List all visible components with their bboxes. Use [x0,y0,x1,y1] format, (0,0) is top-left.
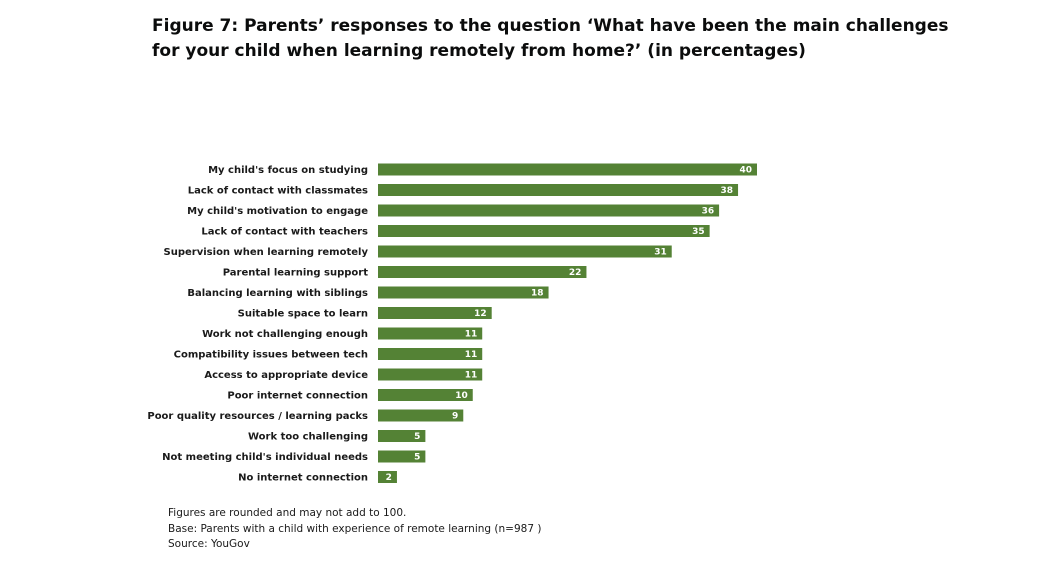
category-label: Access to appropriate device [204,370,368,381]
note-source: Source: YouGov [168,538,250,550]
category-label: Parental learning support [223,268,368,279]
value-label: 22 [569,268,582,278]
category-label: Work too challenging [248,432,368,443]
note-base: Base: Parents with a child with experien… [168,522,542,535]
value-label: 36 [702,207,715,217]
category-label: Poor quality resources / learning packs [147,411,368,422]
category-label: Compatibility issues between tech [174,350,368,361]
category-label: Suitable space to learn [238,309,368,320]
note-rounding: Figures are rounded and may not add to 1… [168,507,407,519]
category-label: Lack of contact with classmates [188,186,368,197]
value-label: 2 [386,473,392,483]
value-label: 5 [414,453,420,463]
bar [378,184,739,196]
category-label: My child's focus on studying [208,165,368,176]
bar [378,204,720,217]
value-label: 10 [455,391,468,401]
bar [378,430,426,442]
value-label: 35 [692,227,705,237]
category-label: Supervision when learning remotely [164,247,369,258]
value-label: 11 [465,350,478,360]
bar [378,266,587,278]
bar [378,327,483,340]
category-label: Not meeting child's individual needs [162,452,368,463]
value-label: 9 [452,412,458,422]
value-label: 38 [721,186,734,196]
category-label: Work not challenging enough [202,329,368,340]
bar [378,409,464,422]
value-label: 11 [465,371,478,381]
value-label: 18 [531,289,544,299]
bar [378,368,483,381]
category-label: Poor internet connection [227,391,368,402]
category-label: Lack of contact with teachers [201,227,368,238]
bar [378,389,473,401]
bar [378,225,710,237]
category-label: My child's motivation to engage [187,206,368,217]
bar [378,307,492,319]
chart-notes: Figures are rounded and may not add to 1… [168,506,541,553]
bar [378,245,672,258]
bar-group: My child's focus on studying 40 Lack of co… [147,163,757,484]
bar [378,471,397,483]
value-label: 31 [654,248,667,258]
chart-title-line-2: for your child when learning remotely fr… [152,41,806,61]
chart-title-line-1: Figure 7: Parents’ responses to the ques… [152,16,949,36]
value-label: 5 [414,432,420,442]
value-label: 40 [739,166,752,176]
chart-title: Figure 7: Parents’ responses to the ques… [152,14,1012,64]
bar [378,163,757,176]
value-label: 11 [465,330,478,340]
bar [378,348,483,360]
value-label: 12 [474,309,487,319]
bar [378,450,426,463]
category-label: Balancing learning with siblings [187,288,368,299]
bar [378,286,549,299]
category-label: No internet connection [238,473,368,484]
